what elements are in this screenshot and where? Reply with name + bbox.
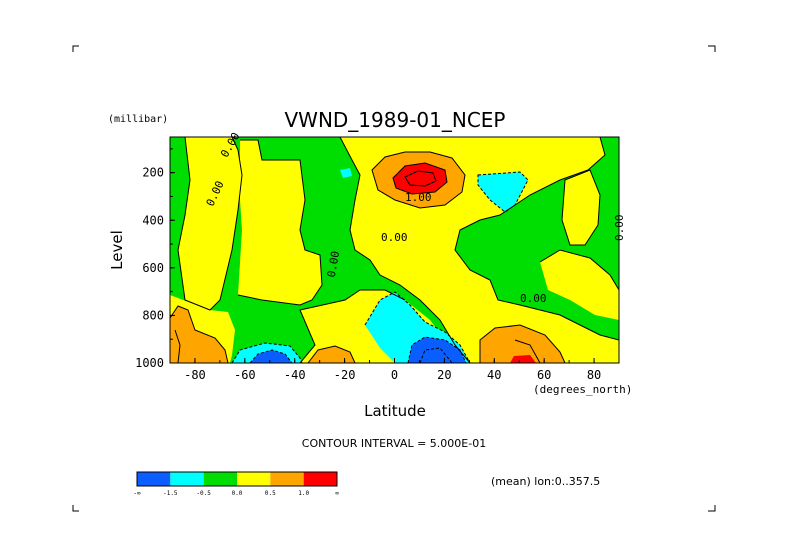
contour-line — [170, 305, 229, 363]
region-yellow-east — [562, 170, 600, 245]
contour-line — [514, 339, 541, 363]
contour-interval-note: CONTOUR INTERVAL = 5.000E-01 — [302, 437, 486, 450]
contour-line-negative — [477, 171, 529, 213]
x-tick-label: -20 — [334, 368, 356, 382]
crop-marks — [72, 45, 716, 512]
y-tick-label: 800 — [142, 308, 164, 322]
legend-frame — [136, 471, 338, 487]
contour-line — [539, 249, 619, 291]
legend-swatch — [270, 472, 304, 486]
contour-line-negative — [364, 291, 471, 363]
legend-label: -1.5 — [163, 490, 178, 497]
region-yellow-west — [178, 137, 242, 310]
color-legend: -∞ -1.5 -0.5 0.0 0.5 1.0 ∞ — [133, 471, 339, 497]
contour-label: 0.00 — [520, 292, 547, 305]
legend-label: ∞ — [335, 490, 339, 497]
x-axis-label: Latitude — [364, 402, 426, 420]
contour-line — [561, 169, 601, 246]
legend-label: 0.5 — [265, 490, 276, 497]
contour-line — [177, 137, 243, 311]
region-red-low-east — [510, 355, 536, 363]
contour-line-negative — [419, 347, 453, 363]
x-axis: -80 -60 -40 -20 0 20 40 60 80 — [169, 358, 620, 382]
region-yellow-midlat-south — [238, 140, 322, 305]
region-yellow-east-low — [540, 250, 619, 320]
mean-annotation: (mean) lon:0..357.5 — [491, 475, 600, 488]
crop-mark-bottom-left — [72, 505, 79, 512]
contour-line — [307, 345, 356, 363]
y-tick-label: 200 — [142, 166, 164, 180]
y-tick-label: 600 — [142, 261, 164, 275]
contour-label: 1.00 — [405, 191, 432, 204]
crop-mark-top-left — [72, 45, 79, 52]
crop-mark-top-right — [708, 45, 716, 52]
y-tick-label: 400 — [142, 213, 164, 227]
x-tick-label: -80 — [184, 368, 206, 382]
x-axis-unit: (degrees_north) — [533, 383, 632, 396]
x-tick-label: 40 — [487, 368, 501, 382]
contour-line — [174, 329, 181, 363]
y-axis-unit: (millibar) — [108, 114, 168, 125]
contour-line — [404, 170, 437, 187]
contour-line — [371, 151, 466, 209]
region-cyan-upper-east — [478, 172, 528, 212]
contour-line — [299, 289, 406, 363]
contour-line — [479, 324, 566, 363]
legend-label: 1.0 — [298, 490, 309, 497]
legend-label: -0.5 — [196, 490, 211, 497]
region-orange-low-south — [308, 346, 355, 363]
y-axis-label: Level — [108, 230, 126, 270]
legend-swatch — [170, 472, 204, 486]
x-tick-label: 80 — [587, 368, 601, 382]
legend-label: 0.0 — [232, 490, 243, 497]
legend-label: -∞ — [133, 490, 141, 497]
x-tick-label: 20 — [437, 368, 451, 382]
legend-swatch — [303, 472, 337, 486]
contour-label: 0.00 — [381, 231, 408, 244]
contour-line-negative — [407, 336, 467, 363]
legend-swatch — [203, 472, 237, 486]
region-red-jet-core — [393, 163, 447, 194]
contour-line — [392, 162, 448, 195]
chart-title: VWND_1989-01_NCEP — [284, 108, 505, 132]
contour-field: 0.00 0.00 1.00 0.00 0.00 0.00 0.00 — [169, 130, 626, 364]
y-axis: 200 400 600 800 1000 — [135, 148, 175, 370]
x-tick-label: -60 — [234, 368, 256, 382]
legend-swatch — [137, 472, 171, 486]
crop-mark-bottom-right — [708, 505, 716, 512]
x-tick-label: 60 — [537, 368, 551, 382]
contour-line — [237, 139, 323, 306]
legend-swatch — [237, 472, 271, 486]
contour-label: 0.00 — [325, 250, 342, 278]
contour-line — [339, 137, 471, 363]
contour-line-negative — [249, 349, 293, 363]
region-cyan-small — [340, 168, 352, 178]
contour-line — [454, 137, 619, 341]
region-orange-southwest — [170, 306, 228, 363]
x-tick-label: -40 — [284, 368, 306, 382]
x-tick-label: 0 — [391, 368, 398, 382]
contour-line-negative — [231, 342, 303, 363]
y-tick-label: 1000 — [135, 356, 164, 370]
